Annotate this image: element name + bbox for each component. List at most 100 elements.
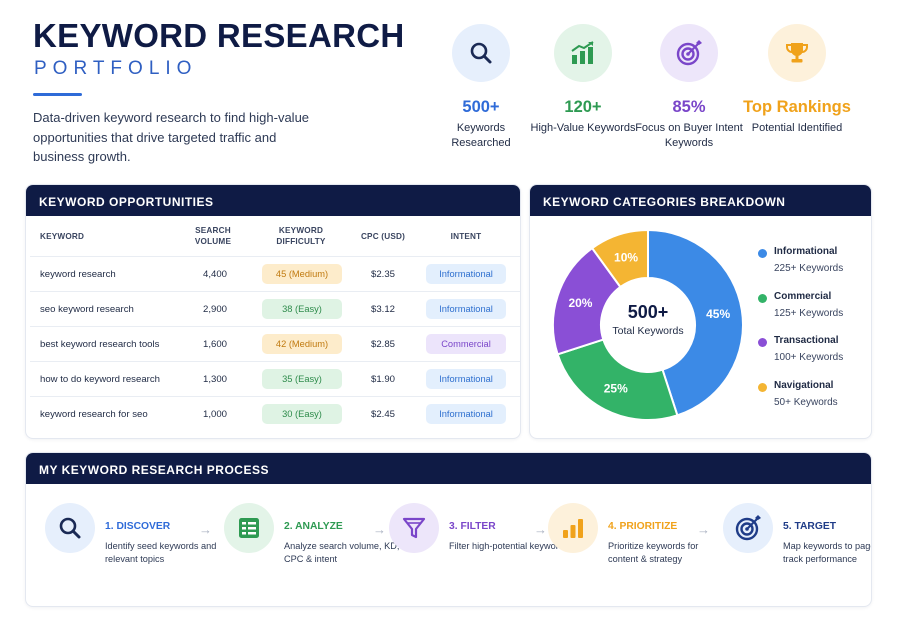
cpc-cell: $2.35	[370, 269, 395, 280]
stat-value: Top Rankings	[743, 98, 851, 116]
arrow-right-icon: →	[373, 522, 386, 537]
step-title: 1. DISCOVER	[105, 521, 171, 532]
difficulty-badge: 38 (Easy)	[262, 299, 342, 319]
legend-count: 50+ Keywords	[774, 396, 838, 408]
difficulty-badge: 35 (Easy)	[262, 369, 342, 389]
stat-top-rankings: Top Rankings Potential Identified	[742, 24, 852, 136]
research-process-panel: MY KEYWORD RESEARCH PROCESS 1. DISCOVER …	[25, 452, 872, 607]
keyword-cell: best keyword research tools	[40, 339, 160, 350]
keyword-cell: seo keyword research	[40, 304, 134, 315]
table-header: KEYWORD SEARCH VOLUME KEYWORD DIFFICULTY…	[26, 216, 520, 256]
legend-name: Commercial	[774, 290, 832, 302]
intent-badge: Commercial	[426, 334, 506, 354]
legend-count: 125+ Keywords	[774, 307, 844, 319]
column-header: SEARCH VOLUME	[194, 226, 232, 246]
panel-title: MY KEYWORD RESEARCH PROCESS	[26, 453, 871, 484]
arrow-right-icon: →	[199, 522, 212, 537]
trophy-icon	[768, 24, 826, 82]
stat-value: 120+	[564, 98, 602, 116]
keyword-categories-panel: KEYWORD CATEGORIES BREAKDOWN 45% 25% 20% 10…	[529, 184, 872, 439]
table-row: best keyword research tools 1,600 42 (Medi…	[30, 326, 520, 361]
column-header: KEYWORD	[40, 232, 85, 241]
stat-label: High-Value Keywords	[530, 122, 636, 134]
keyword-cell: keyword research	[40, 269, 116, 280]
difficulty-badge: 42 (Medium)	[262, 334, 342, 354]
volume-cell: 1,000	[202, 409, 227, 420]
column-header: KEYWORD DIFFICULTY	[276, 226, 326, 246]
cpc-cell: $1.90	[370, 374, 395, 385]
legend-dot	[758, 249, 767, 258]
cpc-cell: $3.12	[370, 304, 395, 315]
legend-count: 225+ Keywords	[774, 263, 844, 274]
donut-chart: 45% 25% 20% 10%	[552, 228, 744, 421]
arrow-right-icon: →	[534, 522, 547, 537]
keyword-table: KEYWORD SEARCH VOLUME KEYWORD DIFFICULTY…	[26, 216, 520, 424]
table-row: keyword research for seo 1,000 30 (Easy) $2…	[30, 396, 520, 431]
accent-divider	[33, 93, 82, 96]
cpc-cell: $2.45	[370, 409, 395, 420]
page-title: KEYWORD RESEARCH	[33, 17, 405, 54]
panel-title: KEYWORD CATEGORIES BREAKDOWN	[530, 185, 871, 216]
page-subtitle: PORTFOLIO	[34, 58, 198, 79]
spreadsheet-icon	[224, 503, 274, 553]
donut-slice-label: 25%	[604, 381, 628, 395]
step-title: 2. ANALYZE	[284, 521, 343, 532]
intent-badge: Informational	[426, 299, 506, 319]
donut-center-label: Total Keywords	[612, 325, 684, 337]
volume-cell: 2,900	[202, 304, 227, 315]
table-row: seo keyword research 2,900 38 (Easy) $3.12 I…	[30, 291, 520, 326]
step-description: Prioritize keywords for content & strate…	[608, 541, 699, 564]
target-icon	[723, 503, 773, 553]
difficulty-badge: 30 (Easy)	[262, 404, 342, 424]
volume-cell: 4,400	[202, 269, 227, 280]
step-description: Analyze search volume, KD, CPC & intent	[284, 541, 400, 564]
legend-name: Transactional	[774, 335, 839, 346]
intro-text: Data-driven keyword research to find hig…	[33, 110, 310, 164]
step-description: Filter high-potential keywords	[449, 541, 569, 551]
search-icon	[452, 24, 510, 82]
legend-dot	[758, 338, 767, 347]
intent-badge: Informational	[426, 264, 506, 284]
legend-name: Navigational	[774, 379, 834, 391]
difficulty-badge: 45 (Medium)	[262, 264, 342, 284]
table-row: how to do keyword research 1,300 35 (Easy)…	[30, 361, 520, 396]
panel-title: KEYWORD OPPORTUNITIES	[26, 185, 520, 216]
donut-hole	[601, 278, 695, 372]
step-title: 5. TARGET	[783, 521, 837, 532]
legend-count: 100+ Keywords	[774, 352, 844, 363]
donut-slice-label: 10%	[614, 250, 638, 264]
stat-label: Focus on Buyer Intent Keywords	[635, 122, 743, 149]
stat-high-value-keywords: 120+ High-Value Keywords	[528, 24, 638, 136]
donut-slice-label: 45%	[706, 307, 730, 321]
cpc-cell: $2.85	[370, 339, 395, 350]
intent-badge: Informational	[426, 404, 506, 424]
stat-label: Keywords Researched	[451, 122, 511, 149]
volume-cell: 1,300	[202, 374, 227, 385]
keyword-opportunities-panel: KEYWORD OPPORTUNITIES KEYWORD SEARCH VOL…	[25, 184, 521, 439]
arrow-right-icon: →	[697, 522, 710, 537]
filter-icon	[389, 503, 439, 553]
stat-value: 500+	[462, 98, 500, 116]
keyword-cell: how to do keyword research	[40, 374, 160, 385]
bar-chart-icon	[554, 24, 612, 82]
volume-cell: 1,600	[202, 339, 227, 350]
step-description: Identify seed keywords and relevant topi…	[105, 541, 217, 564]
stat-value: 85%	[672, 98, 706, 116]
step-title: 3. FILTER	[449, 521, 496, 532]
step-description: Map keywords to pages & track performanc…	[783, 541, 871, 564]
stat-label: Potential Identified	[751, 122, 843, 134]
donut-center-value: 500+	[627, 302, 669, 322]
legend-name: Informational	[774, 246, 838, 257]
donut-slice-label: 20%	[568, 296, 592, 310]
stat-keywords-researched: 500+ Keywords Researched	[426, 24, 536, 151]
keyword-cell: keyword research for seo	[40, 409, 148, 420]
bar-chart-icon	[548, 503, 598, 553]
search-icon	[45, 503, 95, 553]
stats-row: 500+ Keywords Researched 120+ High-Value…	[430, 24, 870, 154]
legend-dot	[758, 293, 767, 303]
step-title: 4. PRIORITIZE	[608, 521, 678, 532]
stat-buyer-intent: 85% Focus on Buyer Intent Keywords	[634, 24, 744, 151]
column-header: INTENT	[450, 232, 482, 241]
table-row: keyword research 4,400 45 (Medium) $2.35 Inf…	[30, 256, 520, 291]
column-header: CPC (USD)	[360, 232, 406, 241]
